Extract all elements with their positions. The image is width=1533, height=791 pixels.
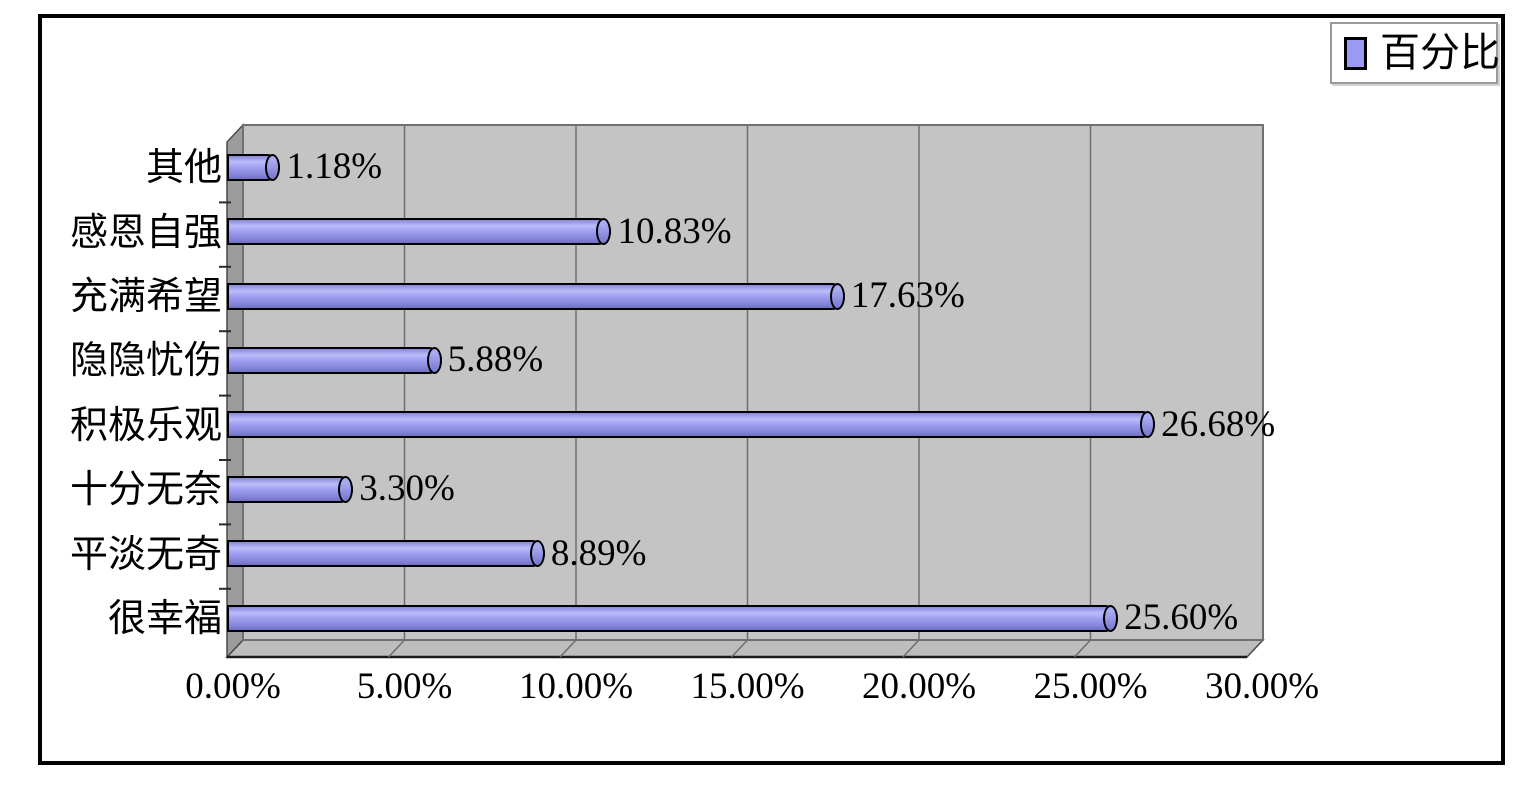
category-axis-ticks xyxy=(219,201,231,590)
data-label: 17.63% xyxy=(850,275,965,316)
bar[interactable] xyxy=(227,475,354,503)
category-label: 很幸福 xyxy=(107,598,222,640)
gridlines xyxy=(387,125,1092,658)
data-label: 10.83% xyxy=(617,210,732,252)
bar-cap xyxy=(338,475,354,503)
bar-cap xyxy=(1140,411,1156,439)
x-axis-tick-label: 10.00% xyxy=(518,666,634,707)
category-label: 感恩自强 xyxy=(69,211,222,254)
plot-side-wall xyxy=(226,123,244,659)
x-axis-tick-label: 20.00% xyxy=(861,666,977,707)
data-label: 25.60% xyxy=(1124,597,1239,638)
bar[interactable] xyxy=(227,540,545,568)
category-label: 十分无奈 xyxy=(69,469,222,512)
data-label: 8.89% xyxy=(550,532,647,574)
data-label: 3.30% xyxy=(359,468,455,510)
bar-cap xyxy=(829,282,845,310)
legend[interactable]: 百分比 xyxy=(1330,22,1500,84)
data-label: 1.18% xyxy=(286,146,383,188)
bar-cap xyxy=(596,218,612,246)
bar[interactable] xyxy=(227,153,281,181)
category-label: 积极乐观 xyxy=(69,404,222,447)
bar-cap xyxy=(1103,604,1119,632)
x-axis-tick-label: 5.00% xyxy=(356,666,453,707)
category-label: 隐隐忧伤 xyxy=(69,340,222,383)
legend-label: 百分比 xyxy=(1380,30,1500,75)
x-axis-tick-label: 0.00% xyxy=(185,666,281,707)
bar[interactable] xyxy=(227,604,1119,632)
legend-swatch-icon xyxy=(1344,36,1367,70)
bar[interactable] xyxy=(227,411,1156,439)
data-label: 5.88% xyxy=(447,339,544,381)
bar-cap xyxy=(426,346,442,374)
bar-cap xyxy=(265,153,281,181)
bar[interactable] xyxy=(227,346,442,374)
data-label: 26.68% xyxy=(1161,403,1276,445)
category-label: 充满希望 xyxy=(69,276,222,318)
bar-cap xyxy=(529,540,545,568)
x-axis-tick-label: 25.00% xyxy=(1033,666,1148,707)
x-axis-tick-label: 15.00% xyxy=(690,666,805,707)
category-label: 平淡无奇 xyxy=(69,533,222,576)
x-axis-tick-label: 30.00% xyxy=(1204,666,1320,707)
category-label: 其他 xyxy=(145,147,222,190)
bar[interactable] xyxy=(227,218,612,246)
bar[interactable] xyxy=(227,282,845,310)
